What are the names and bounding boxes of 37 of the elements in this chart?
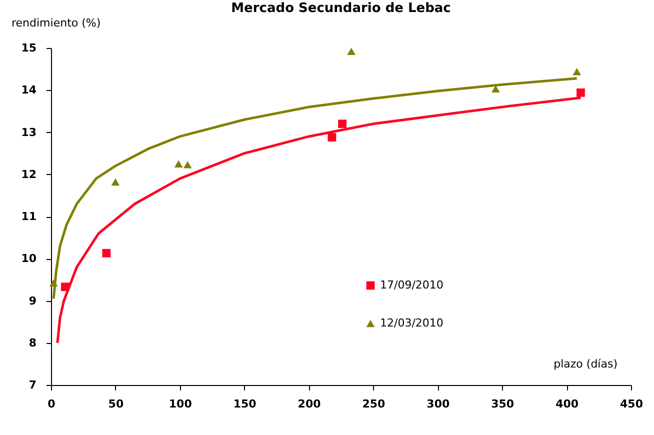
x-tick-label: 0 xyxy=(48,398,56,410)
y-tick-label: 13 xyxy=(21,126,36,139)
y-tick-label: 14 xyxy=(21,84,37,97)
legend-label: 17/09/2010 xyxy=(380,278,444,292)
point xyxy=(60,282,70,292)
y-axis-title: rendimiento (%) xyxy=(12,16,101,30)
x-tick-label: 300 xyxy=(426,398,450,410)
y-tick-label: 15 xyxy=(21,42,36,54)
x-tick-label: 350 xyxy=(491,398,514,410)
point xyxy=(102,248,111,258)
point xyxy=(572,68,582,76)
x-tick-label: 200 xyxy=(298,398,322,410)
y-tick-label: 9 xyxy=(28,294,36,308)
point xyxy=(338,120,346,128)
x-tick-label: 450 xyxy=(620,398,644,410)
x-tick-label: 400 xyxy=(556,398,579,410)
y-tick-label: 10 xyxy=(21,252,37,266)
y-tick-label: 8 xyxy=(28,336,36,350)
y-tick-label: 11 xyxy=(21,210,36,223)
legend-label: 12/03/2010 xyxy=(380,316,444,330)
x-tick-label: 150 xyxy=(233,398,257,410)
x-tick-label: 250 xyxy=(362,398,386,410)
chart-title: Mercado Secundario de Lebac xyxy=(231,1,451,16)
point xyxy=(111,178,120,186)
line-series xyxy=(52,77,578,300)
x-tick-label: 50 xyxy=(108,398,124,410)
point xyxy=(576,88,585,97)
point xyxy=(183,161,192,168)
y-tick-label: 7 xyxy=(28,378,36,392)
y-tick-label: 12 xyxy=(21,168,36,181)
x-tick-label: 100 xyxy=(168,398,192,410)
point xyxy=(491,85,500,92)
point xyxy=(328,133,336,142)
point xyxy=(49,279,58,287)
point xyxy=(174,160,183,168)
point xyxy=(347,48,356,55)
x-axis-title: plazo (días) xyxy=(554,358,618,370)
